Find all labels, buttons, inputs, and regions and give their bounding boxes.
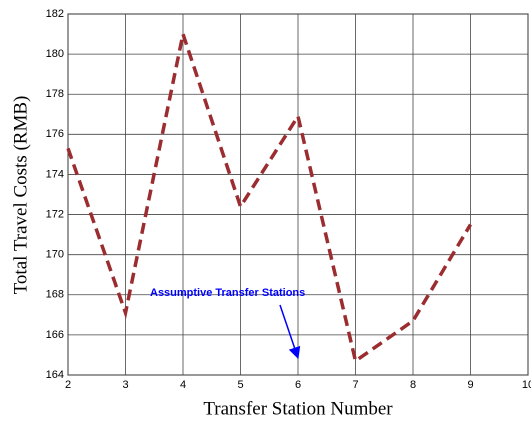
y-tick-label: 164	[46, 369, 64, 381]
y-axis-label: Total Travel Costs (RMB)	[10, 96, 31, 295]
y-tick-label: 166	[46, 329, 64, 341]
y-tick-label: 180	[46, 48, 64, 60]
y-tick-label: 174	[46, 168, 64, 180]
x-tick-label: 3	[122, 379, 128, 391]
y-tick-label: 176	[46, 128, 64, 140]
y-tick-label: 172	[46, 208, 64, 220]
x-tick-label: 2	[65, 379, 71, 391]
y-tick-label: 178	[46, 88, 64, 100]
x-tick-label: 6	[295, 379, 301, 391]
y-tick-label: 182	[46, 8, 64, 20]
y-tick-label: 170	[46, 249, 64, 261]
annotation: Assumptive Transfer Stations	[150, 287, 305, 299]
x-tick-label: 10	[522, 379, 531, 391]
y-tick-label: 168	[46, 289, 64, 301]
x-tick-label: 9	[467, 379, 473, 391]
x-tick-label: 7	[352, 379, 358, 391]
x-tick-label: 8	[410, 379, 416, 391]
x-axis-label: Transfer Station Number	[203, 398, 393, 419]
data-line	[66, 27, 473, 364]
x-tick-label: 4	[180, 379, 186, 391]
x-tick-label: 5	[237, 379, 243, 391]
annotation-arrow	[279, 304, 301, 360]
